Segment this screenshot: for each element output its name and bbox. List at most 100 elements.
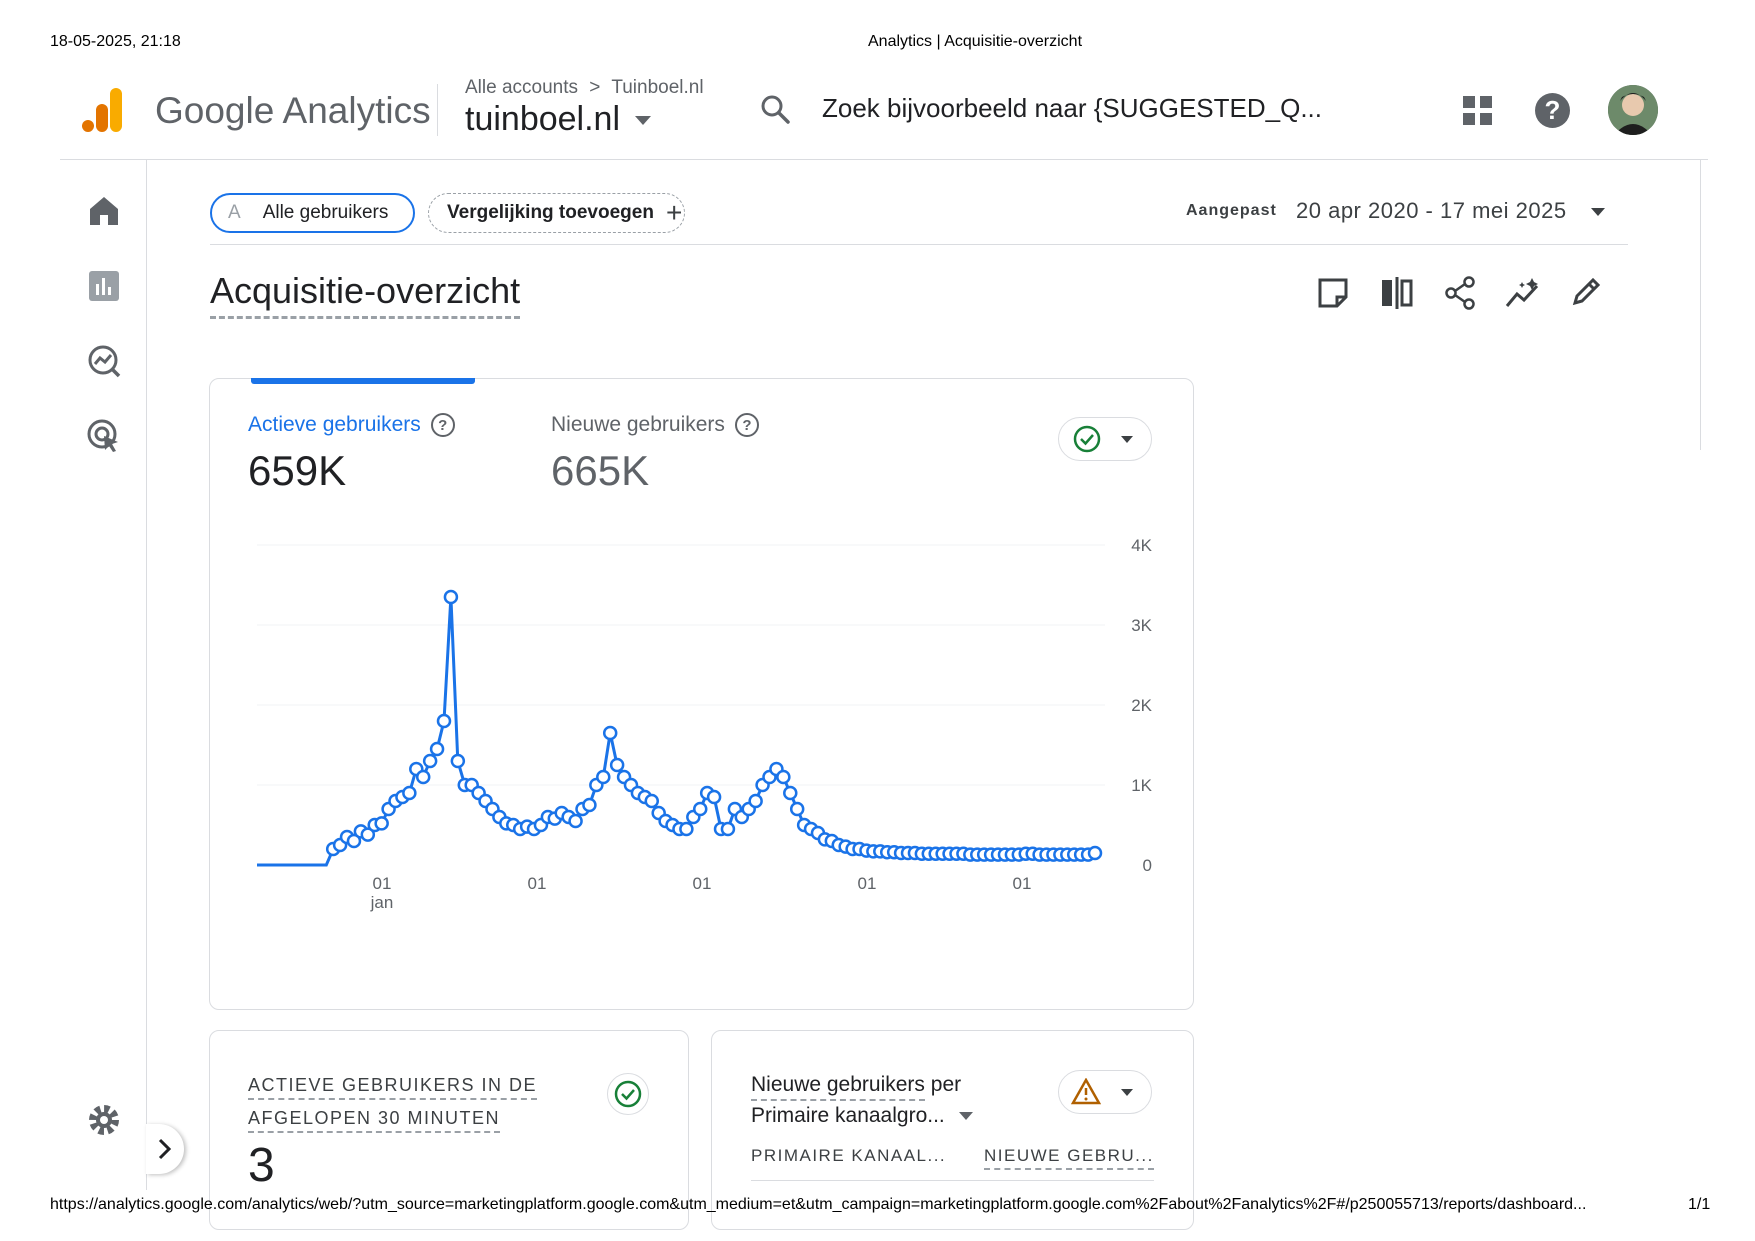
data-quality-button[interactable]	[1058, 417, 1152, 461]
brand-name: Google Analytics	[155, 90, 431, 131]
data-point	[609, 757, 625, 773]
y-axis-ticks: 4K 3K 2K 1K 0	[1131, 536, 1152, 875]
x-tick-label: 01	[373, 874, 392, 893]
main-chart-card	[209, 378, 1194, 1010]
share-icon[interactable]	[1444, 276, 1476, 315]
table-header-channel[interactable]: PRIMAIRE KANAAL...	[751, 1146, 947, 1165]
help-circle-icon[interactable]: ?	[430, 413, 455, 437]
customize-report-icon[interactable]	[1317, 277, 1349, 314]
data-point	[789, 801, 805, 817]
realtime-value: 3	[248, 1139, 275, 1192]
metric-tab-new-users[interactable]: Nieuwe gebruikers ?	[551, 413, 759, 437]
breadcrumb-chevron-icon: >	[589, 77, 601, 98]
data-point	[450, 753, 466, 769]
print-datetime: 18-05-2025, 21:18	[50, 33, 181, 50]
nav-explore-icon[interactable]	[86, 343, 122, 379]
x-tick-label: 01	[858, 874, 877, 893]
segment-letter: A	[228, 202, 241, 223]
data-point	[776, 769, 791, 785]
breadcrumb-account[interactable]: Tuinboel.nl	[611, 77, 704, 98]
selected-tab-indicator	[251, 378, 475, 384]
page-title[interactable]: Acquisitie-overzicht	[210, 270, 521, 319]
date-range-picker[interactable]: 20 apr 2020 - 17 mei 2025	[1296, 198, 1606, 224]
date-range-value: 20 apr 2020 - 17 mei 2025	[1296, 198, 1567, 223]
channels-status-button[interactable]	[1058, 1070, 1152, 1114]
apps-grid-icon[interactable]	[1463, 96, 1493, 131]
y-tick-label: 2K	[1131, 696, 1152, 715]
channels-title-per: per	[930, 1073, 962, 1096]
channels-dimension: Primaire kanaalgro...	[751, 1104, 945, 1127]
channels-title-metric[interactable]: Nieuwe gebruikers	[751, 1073, 925, 1101]
data-point	[783, 785, 798, 801]
topbar-divider	[60, 159, 1708, 160]
data-point	[706, 789, 722, 805]
metric-tab-active-users[interactable]: Actieve gebruikers ?	[248, 413, 455, 437]
table-header-new-users[interactable]: NIEUWE GEBRU...	[984, 1146, 1154, 1170]
data-point	[582, 797, 597, 813]
nav-reports-icon[interactable]	[86, 268, 122, 304]
channels-dimension-selector[interactable]: Primaire kanaalgro...	[751, 1104, 973, 1128]
segment-label: Alle gebruikers	[262, 202, 389, 223]
data-point	[429, 741, 445, 757]
property-dropdown-icon	[635, 116, 652, 126]
nav-advertising-icon[interactable]	[86, 418, 122, 454]
date-range-type: Aangepast	[1186, 202, 1277, 219]
analytics-logo-icon[interactable]	[82, 86, 126, 134]
check-circle-icon	[614, 1080, 642, 1108]
y-tick-label: 3K	[1131, 616, 1152, 635]
search-icon[interactable]	[760, 94, 790, 129]
search-input[interactable]: Zoek bijvoorbeeld naar {SUGGESTED_Q...	[822, 93, 1323, 123]
table-header-divider	[751, 1180, 1154, 1181]
dimension-dropdown-icon	[958, 1111, 973, 1120]
print-doc-title: Analytics | Acquisitie-overzicht	[868, 33, 1083, 50]
data-point	[602, 725, 618, 741]
realtime-title-text1: ACTIEVE GEBRUIKERS IN DE	[248, 1075, 538, 1100]
x-tick-label: 01	[693, 874, 712, 893]
chart-points	[325, 589, 1103, 862]
help-circle-icon[interactable]: ?	[734, 413, 759, 437]
compare-icon[interactable]	[1380, 277, 1414, 314]
avatar[interactable]	[1608, 85, 1658, 135]
nav-settings-icon[interactable]	[86, 1102, 122, 1138]
data-point	[443, 589, 459, 605]
sidebar-divider	[146, 160, 147, 1190]
right-panel-divider	[1700, 160, 1701, 450]
data-point	[596, 769, 611, 785]
plus-icon: +	[665, 197, 683, 228]
data-point	[748, 793, 763, 809]
realtime-status-button[interactable]	[607, 1073, 649, 1115]
header-divider	[437, 84, 438, 136]
realtime-title-line1[interactable]: ACTIEVE GEBRUIKERS IN DE	[248, 1075, 538, 1100]
date-dropdown-icon	[1591, 208, 1606, 217]
y-tick-label: 0	[1143, 856, 1152, 875]
filter-divider	[210, 244, 1628, 245]
metric2-label: Nieuwe gebruikers	[551, 413, 725, 436]
data-point	[415, 769, 431, 785]
help-icon[interactable]: ?	[1535, 93, 1570, 128]
insights-icon[interactable]	[1505, 276, 1543, 315]
data-point	[402, 785, 417, 801]
y-tick-label: 4K	[1131, 536, 1152, 555]
data-point	[568, 813, 583, 829]
data-point	[692, 801, 708, 817]
add-comparison-button[interactable]: Vergelijking toevoegen +	[428, 193, 685, 233]
realtime-title-line2[interactable]: AFGELOPEN 30 MINUTEN	[248, 1108, 501, 1133]
channels-title[interactable]: Nieuwe gebruikers per	[751, 1073, 962, 1101]
property-selector[interactable]: tuinboel.nl	[465, 100, 652, 139]
segment-chip[interactable]: A Alle gebruikers	[210, 193, 415, 233]
edit-icon[interactable]	[1570, 276, 1602, 313]
metric1-label: Actieve gebruikers	[248, 413, 421, 436]
realtime-card	[209, 1030, 689, 1230]
expand-nav-button[interactable]	[146, 1124, 184, 1174]
breadcrumb[interactable]: Alle accounts > Tuinboel.nl	[465, 77, 704, 99]
print-url: https://analytics.google.com/analytics/w…	[50, 1196, 1587, 1213]
breadcrumb-accounts[interactable]: Alle accounts	[465, 77, 579, 98]
warning-icon	[1071, 1078, 1101, 1105]
nav-home-icon[interactable]	[86, 193, 122, 229]
chevron-down-icon	[1121, 1089, 1133, 1096]
y-tick-label: 1K	[1131, 776, 1152, 795]
data-point	[422, 753, 438, 769]
data-point	[720, 821, 736, 837]
